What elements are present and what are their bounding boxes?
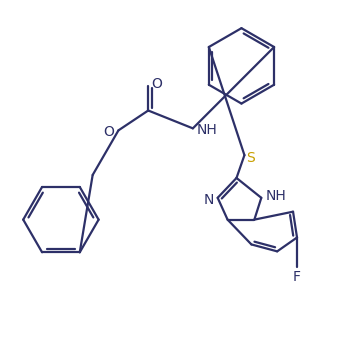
Text: S: S (246, 151, 255, 165)
Text: O: O (151, 77, 162, 91)
Text: O: O (104, 125, 114, 139)
Text: N: N (203, 193, 214, 207)
Text: NH: NH (197, 123, 218, 137)
Text: NH: NH (265, 189, 286, 203)
Text: F: F (293, 270, 301, 284)
